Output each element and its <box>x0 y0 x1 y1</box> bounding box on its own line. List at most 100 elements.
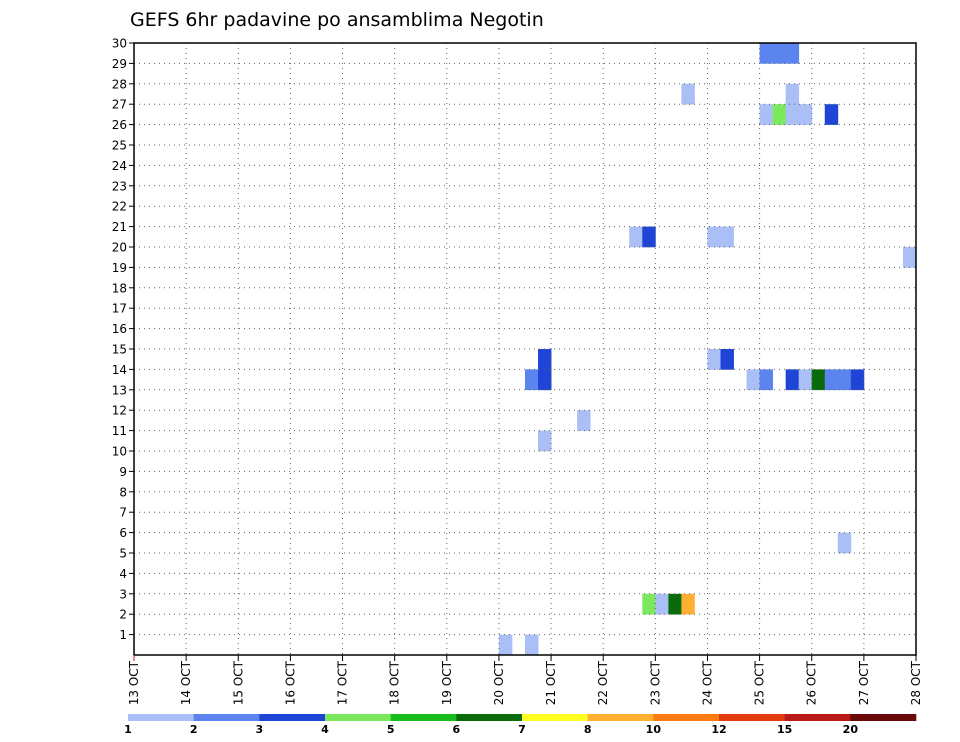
y-tick-label-16: 16 <box>112 322 127 336</box>
legend-label-7: 7 <box>518 723 526 736</box>
x-tick-label-1: 14 OCT <box>179 660 193 705</box>
precip-cell-19 <box>746 369 760 391</box>
precip-cell-18 <box>720 349 734 370</box>
legend-label-4: 4 <box>321 723 329 736</box>
legend-label-10: 10 <box>646 723 662 736</box>
x-tick-label-14: 27 OCT <box>857 660 871 705</box>
y-tick-label-27: 27 <box>112 98 127 112</box>
y-tick-label-11: 11 <box>112 424 127 438</box>
precip-cell-14 <box>681 83 695 105</box>
precip-cell-6 <box>538 369 552 391</box>
precip-cell-0 <box>498 634 513 656</box>
y-tick-label-2: 2 <box>119 608 127 622</box>
y-tick-label-21: 21 <box>112 220 127 234</box>
legend-label-15: 15 <box>777 723 792 736</box>
legend-label-20: 20 <box>843 723 859 736</box>
y-tick-label-6: 6 <box>119 526 127 540</box>
legend-swatch-8 <box>653 714 720 721</box>
y-tick-label-13: 13 <box>112 383 127 397</box>
y-tick-label-29: 29 <box>112 57 127 71</box>
x-tick-label-4: 17 OCT <box>336 660 350 705</box>
y-tick-label-1: 1 <box>119 628 127 642</box>
precip-cell-10 <box>642 593 656 615</box>
legend-swatch-5 <box>456 714 523 721</box>
legend-label-12: 12 <box>711 723 726 736</box>
precip-cell-29 <box>785 369 800 391</box>
precip-cell-8 <box>629 226 643 248</box>
precip-cell-22 <box>772 104 787 125</box>
legend-swatch-2 <box>259 714 326 721</box>
y-tick-label-19: 19 <box>112 261 127 275</box>
legend-swatch-1 <box>193 714 260 721</box>
precip-cell-16 <box>720 226 734 248</box>
precip-cell-36 <box>837 532 852 554</box>
precip-cell-34 <box>850 369 865 391</box>
precip-cell-7 <box>577 410 591 431</box>
precip-cell-25 <box>785 83 800 105</box>
precipitation-cells <box>498 43 917 656</box>
x-tick-label-12: 25 OCT <box>753 660 767 705</box>
y-tick-label-23: 23 <box>112 179 127 193</box>
x-tick-label-8: 21 OCT <box>544 660 558 705</box>
x-tick-label-2: 15 OCT <box>231 660 245 705</box>
legend-swatch-11 <box>850 714 917 721</box>
precip-cell-27 <box>772 43 787 64</box>
legend-swatch-4 <box>390 714 457 721</box>
y-tick-label-25: 25 <box>112 139 127 153</box>
y-tick-label-28: 28 <box>112 77 127 91</box>
y-tick-label-15: 15 <box>112 343 127 357</box>
y-tick-label-9: 9 <box>119 465 127 479</box>
legend-label-6: 6 <box>453 723 461 736</box>
precip-cell-5 <box>525 369 539 391</box>
precip-cell-37 <box>902 247 917 268</box>
y-tick-label-18: 18 <box>112 281 127 295</box>
precip-cell-33 <box>837 369 852 391</box>
precip-cell-11 <box>655 593 669 615</box>
legend-label-8: 8 <box>584 723 592 736</box>
legend-swatch-10 <box>784 714 851 721</box>
y-tick-label-10: 10 <box>112 445 127 459</box>
precip-cell-12 <box>668 593 682 615</box>
legend-label-5: 5 <box>387 723 395 736</box>
x-tick-label-3: 16 OCT <box>283 660 297 705</box>
precip-cell-2 <box>538 430 552 452</box>
legend-swatch-7 <box>587 714 654 721</box>
precip-cell-1 <box>525 634 539 656</box>
precip-cell-28 <box>785 43 800 64</box>
legend-label-2: 2 <box>190 723 198 736</box>
x-tick-label-5: 18 OCT <box>388 660 402 705</box>
precip-cell-24 <box>798 104 813 125</box>
legend-swatch-0 <box>128 714 194 721</box>
x-tick-label-7: 20 OCT <box>492 660 506 705</box>
y-tick-label-30: 30 <box>112 37 127 51</box>
precip-cell-21 <box>759 104 774 125</box>
precip-cell-32 <box>824 369 839 391</box>
y-tick-label-8: 8 <box>119 485 127 499</box>
grid-lines <box>134 43 916 655</box>
chart-title: GEFS 6hr padavine po ansamblima Negotin <box>130 9 544 31</box>
x-tick-label-9: 22 OCT <box>596 660 610 705</box>
precip-cell-4 <box>538 349 552 370</box>
y-tick-label-17: 17 <box>112 302 127 316</box>
legend-label-1: 1 <box>124 723 132 736</box>
legend-swatch-3 <box>325 714 391 721</box>
precip-cell-31 <box>811 369 826 391</box>
y-tick-label-7: 7 <box>119 506 127 520</box>
x-tick-label-13: 26 OCT <box>805 660 819 705</box>
precip-cell-30 <box>798 369 813 391</box>
y-tick-label-22: 22 <box>112 200 127 214</box>
x-tick-label-6: 19 OCT <box>440 660 454 705</box>
legend-swatch-9 <box>719 714 785 721</box>
x-tick-label-15: 28 OCT <box>909 660 923 705</box>
precip-cell-26 <box>759 43 774 64</box>
precip-cell-9 <box>642 226 656 248</box>
precip-cell-13 <box>681 593 695 615</box>
y-tick-label-4: 4 <box>119 567 127 581</box>
y-tick-label-20: 20 <box>112 241 127 255</box>
x-tick-label-11: 24 OCT <box>700 660 714 705</box>
y-tick-label-26: 26 <box>112 118 127 132</box>
y-tick-label-5: 5 <box>119 547 127 561</box>
y-tick-label-12: 12 <box>112 404 127 418</box>
legend-label-3: 3 <box>256 723 264 736</box>
